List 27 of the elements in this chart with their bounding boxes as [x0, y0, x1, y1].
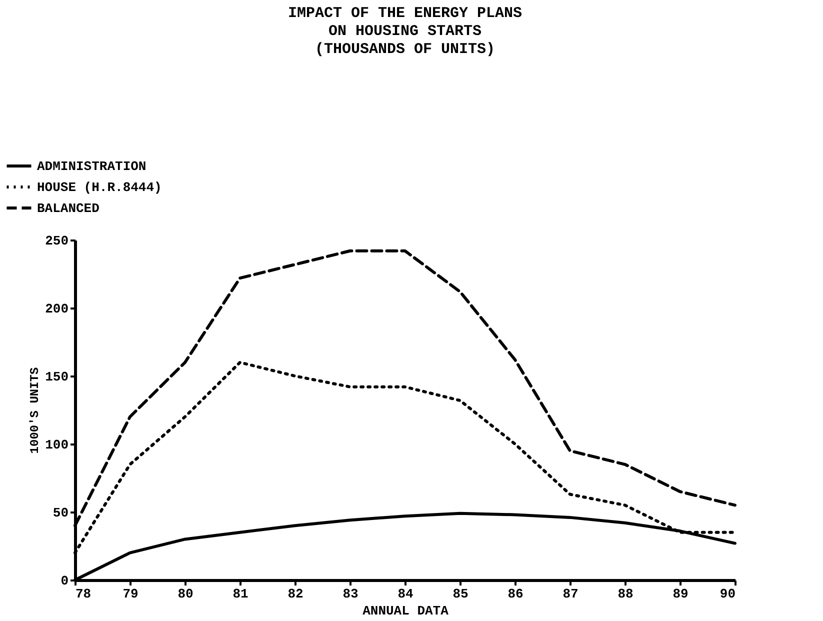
x-axis-title: ANNUAL DATA: [362, 604, 449, 618]
text: IMPACT OF THE ENERGY PLANS: [288, 5, 522, 22]
x-tick-label: 86: [508, 586, 524, 602]
text: (THOUSANDS OF UNITS): [314, 41, 496, 58]
legend-label: BALANCED: [37, 201, 100, 216]
y-tick-label: 200: [45, 302, 69, 316]
legend-label: HOUSE (H.R.8444): [37, 180, 162, 195]
y-tick-label: 0: [60, 574, 69, 588]
x-tick-label: 83: [342, 586, 358, 602]
y-tick-label: 50: [52, 506, 69, 520]
y-tick-label: 250: [45, 234, 69, 248]
x-tick-label: 80: [178, 586, 194, 602]
y-axis-title: 1000'S UNITS: [28, 367, 42, 454]
x-tick-label: 89: [672, 586, 688, 602]
y-tick-label: 150: [45, 370, 69, 384]
x-tick-label: 90: [720, 586, 736, 602]
x-tick-label: 84: [398, 586, 414, 602]
x-tick-label: 79: [122, 586, 138, 602]
x-tick-label: 81: [232, 586, 248, 602]
legend-label: ADMINISTRATION: [37, 159, 146, 174]
x-tick-label: 88: [618, 586, 634, 602]
text: ON HOUSING STARTS: [328, 23, 482, 40]
x-tick-label: 85: [452, 586, 468, 602]
x-tick-label: 78: [76, 586, 92, 602]
x-tick-label: 87: [562, 586, 578, 602]
x-tick-label: 82: [288, 586, 304, 602]
y-tick-label: 100: [45, 438, 69, 452]
